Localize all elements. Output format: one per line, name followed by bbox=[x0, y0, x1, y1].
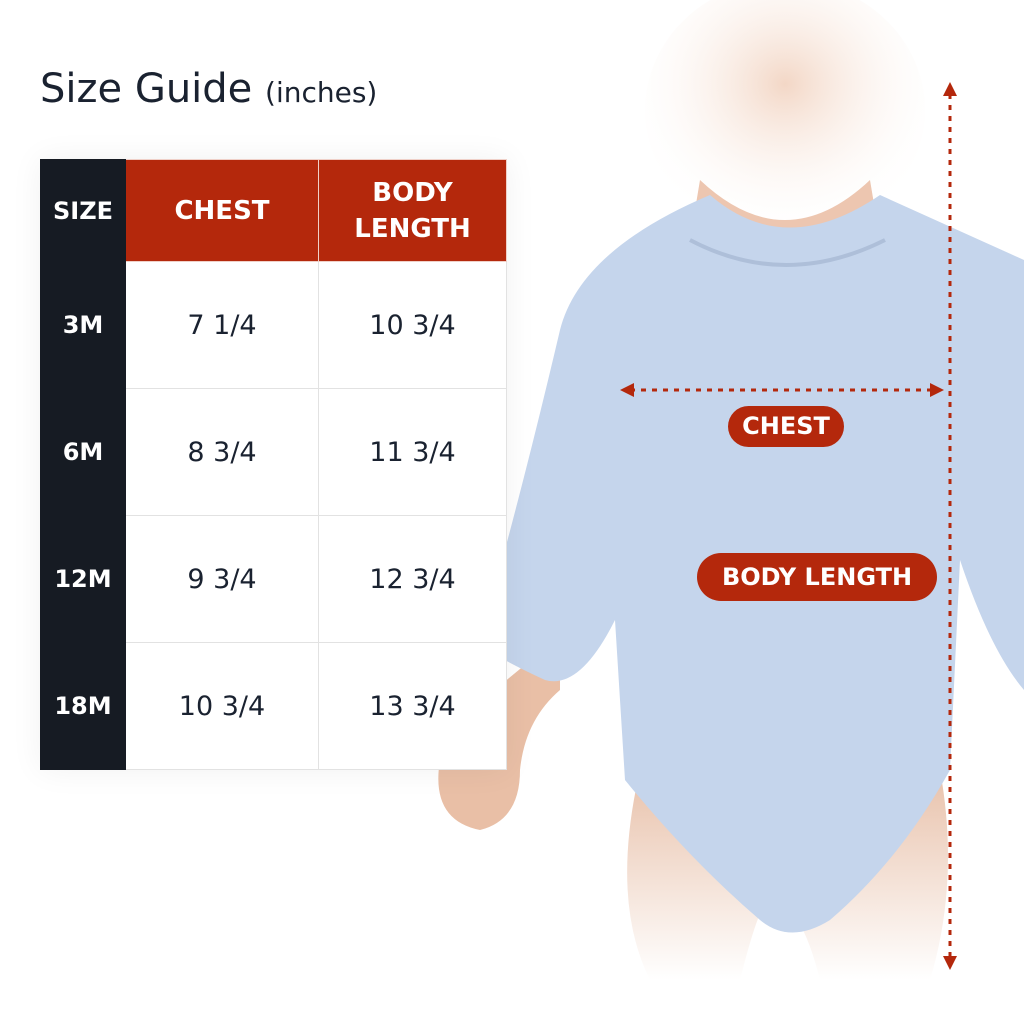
table-row: 6M 8 3/4 11 3/4 bbox=[40, 388, 507, 516]
size-cell: 6M bbox=[40, 388, 126, 516]
arrow-down-icon bbox=[943, 956, 957, 970]
body-length-cell: 13 3/4 bbox=[318, 642, 507, 770]
chest-cell: 7 1/4 bbox=[125, 261, 319, 389]
size-table: SIZE CHEST BODY LENGTH 3M 7 1/4 10 3/4 6M 8… bbox=[40, 159, 507, 770]
title-unit: (inches) bbox=[265, 76, 378, 109]
body-length-cell: 11 3/4 bbox=[318, 388, 507, 516]
arrow-left-icon bbox=[620, 383, 634, 397]
chest-label: CHEST bbox=[728, 406, 844, 447]
chest-cell: 8 3/4 bbox=[125, 388, 319, 516]
header-body-length: BODY LENGTH bbox=[318, 159, 507, 262]
arrow-right-icon bbox=[930, 383, 944, 397]
size-cell: 12M bbox=[40, 515, 126, 643]
chest-cell: 9 3/4 bbox=[125, 515, 319, 643]
arrow-up-icon bbox=[943, 82, 957, 96]
table-header-row: SIZE CHEST BODY LENGTH bbox=[40, 159, 507, 262]
baby-face bbox=[645, 0, 925, 240]
body-length-label: BODY LENGTH bbox=[697, 553, 937, 601]
page-title: Size Guide (inches) bbox=[40, 66, 377, 112]
table-row: 18M 10 3/4 13 3/4 bbox=[40, 642, 507, 770]
header-chest: CHEST bbox=[125, 159, 319, 262]
chest-cell: 10 3/4 bbox=[125, 642, 319, 770]
header-size: SIZE bbox=[40, 159, 126, 262]
size-cell: 3M bbox=[40, 261, 126, 389]
title-text: Size Guide bbox=[40, 66, 253, 112]
body-length-cell: 12 3/4 bbox=[318, 515, 507, 643]
size-cell: 18M bbox=[40, 642, 126, 770]
table-row: 12M 9 3/4 12 3/4 bbox=[40, 515, 507, 643]
table-row: 3M 7 1/4 10 3/4 bbox=[40, 261, 507, 389]
body-length-cell: 10 3/4 bbox=[318, 261, 507, 389]
